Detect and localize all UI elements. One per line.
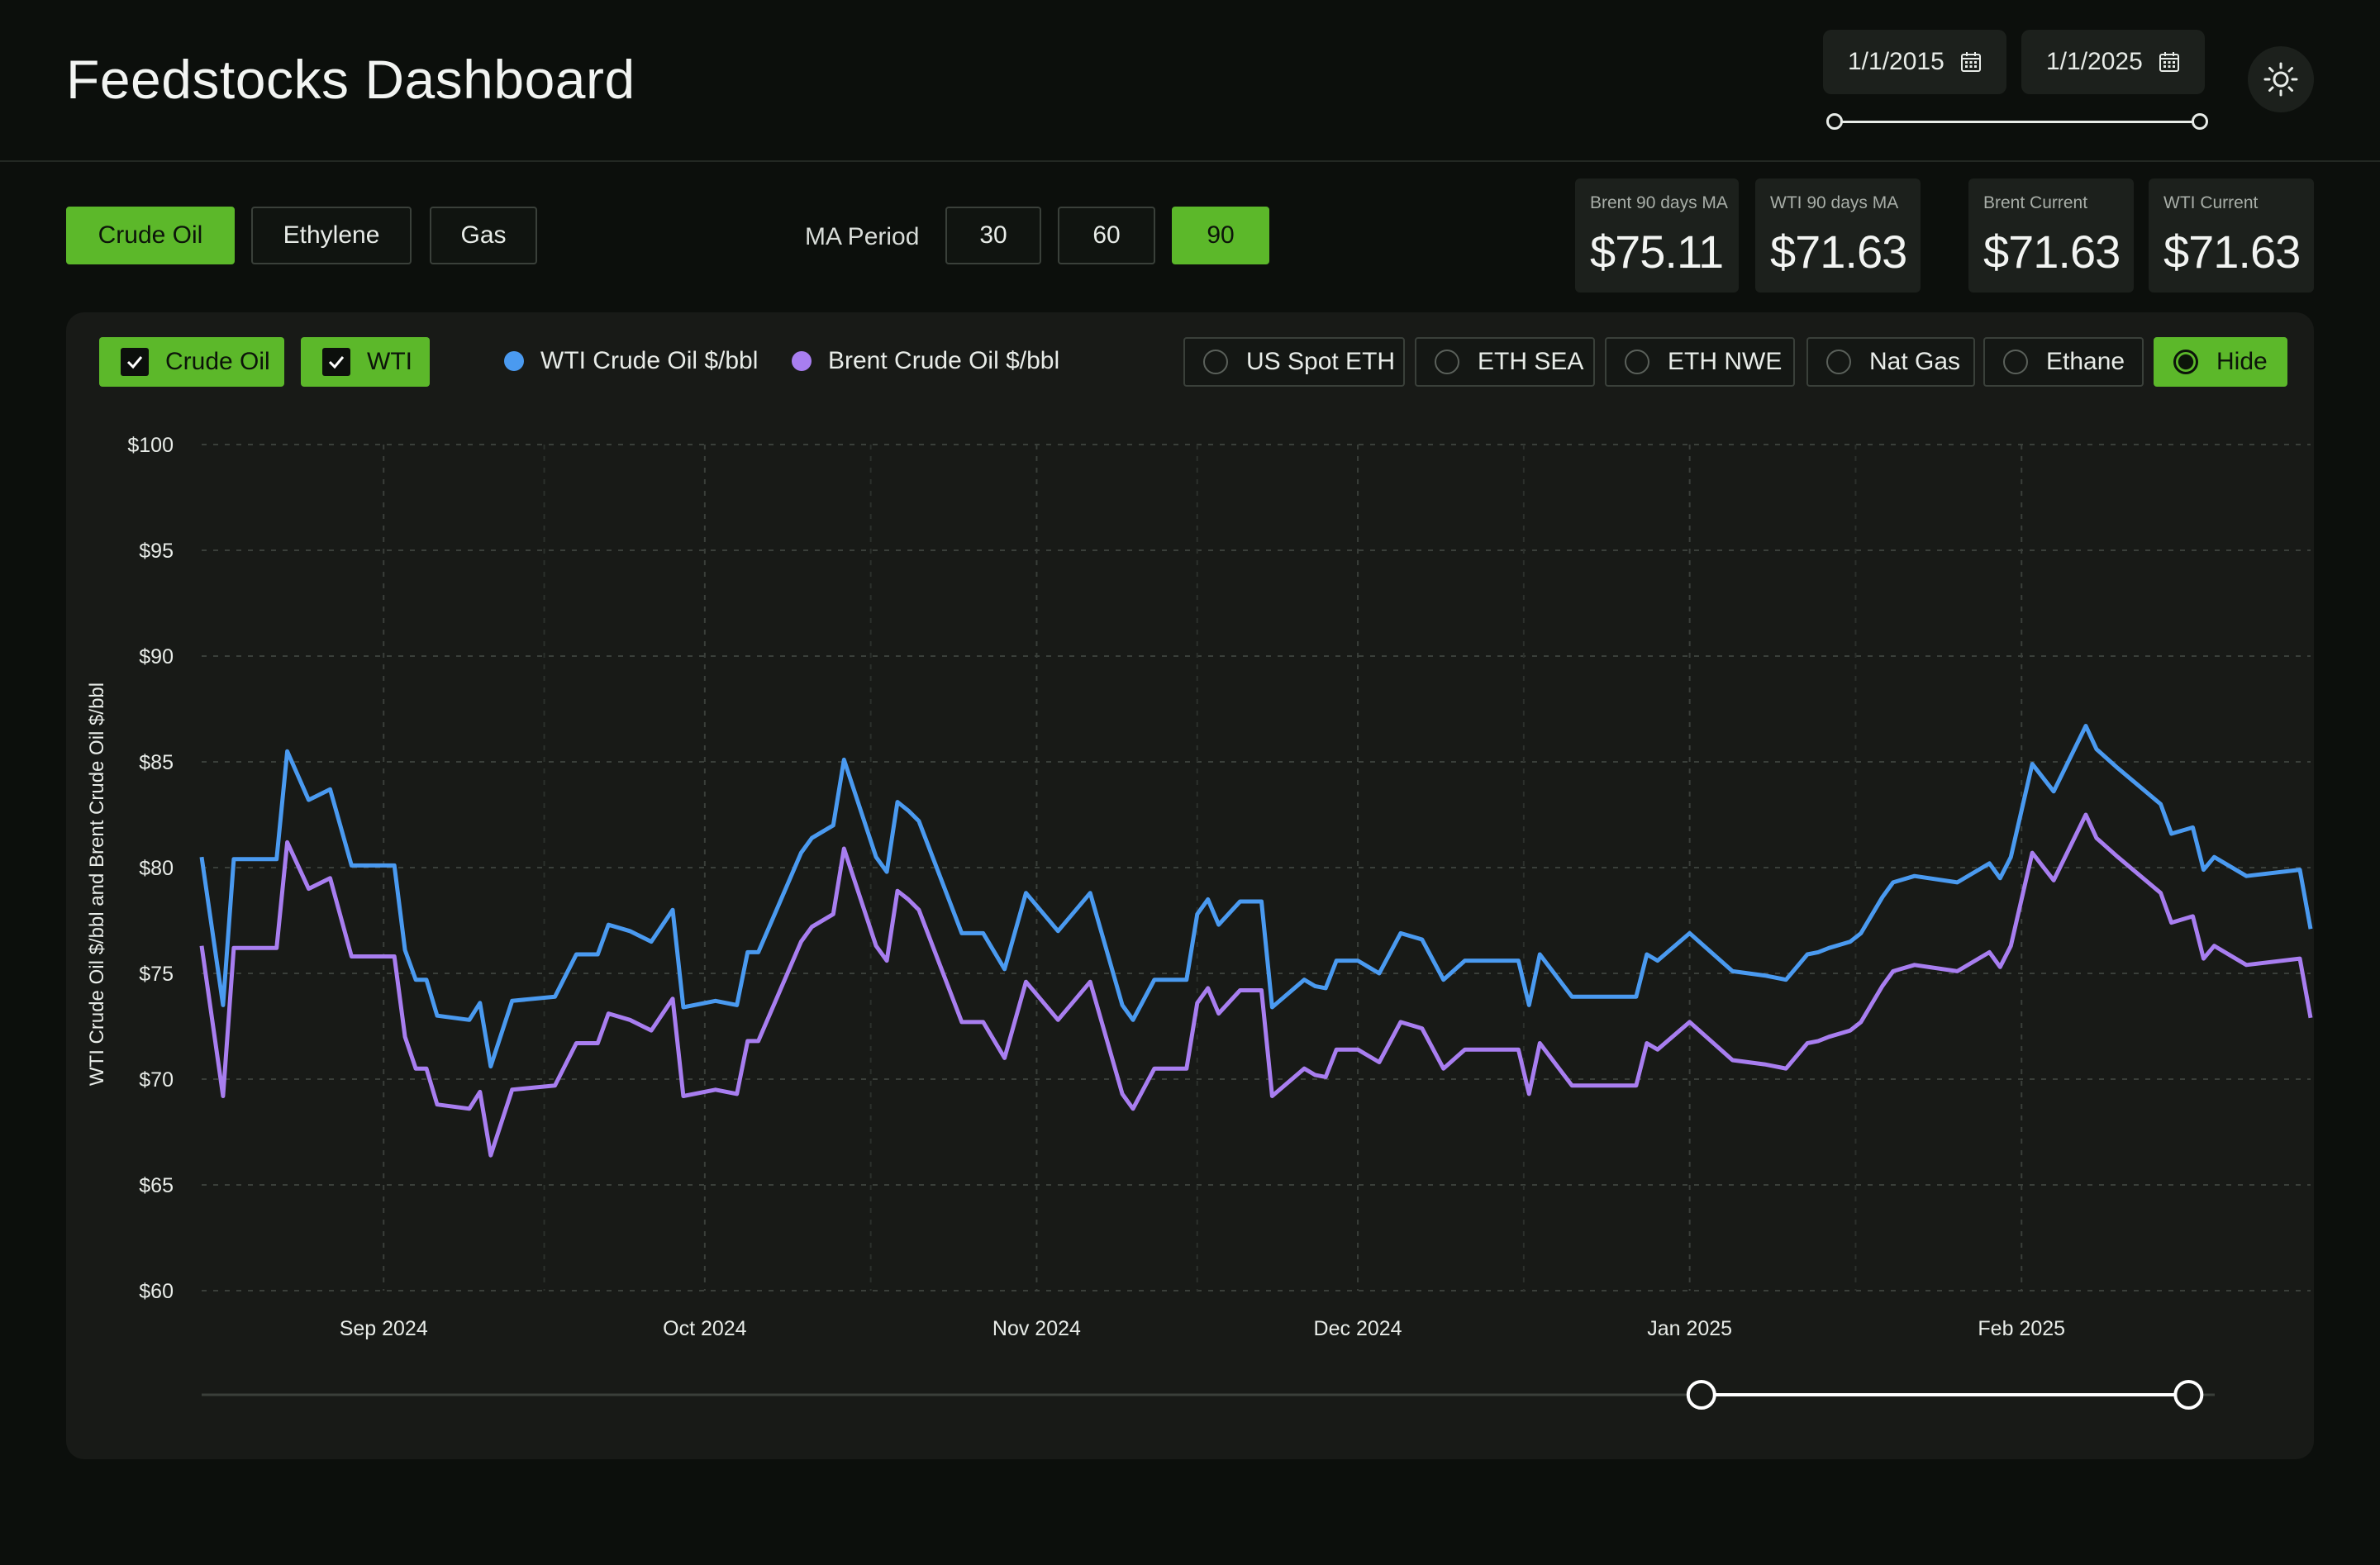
radio-label: ETH SEA <box>1478 348 1584 375</box>
calendar-icon <box>2159 51 2180 73</box>
page-title: Feedstocks Dashboard <box>66 49 635 110</box>
sun-icon <box>2263 62 2298 97</box>
radio-eth-sea[interactable]: ETH SEA <box>1415 337 1595 387</box>
stat-label: WTI Current <box>2163 193 2259 212</box>
y-tick-label: $60 <box>139 1280 174 1303</box>
stat-value: $75.11 <box>1590 226 1724 278</box>
radio-label: Ethane <box>2046 348 2125 375</box>
radio-circle-icon <box>1435 350 1459 374</box>
stat-card-wti-ma: WTI 90 days MA $71.63 <box>1755 178 1921 293</box>
radio-circle-icon <box>1625 350 1649 374</box>
stat-value: $71.63 <box>1983 226 2121 278</box>
crude-oil-checkbox[interactable]: Crude Oil <box>99 337 284 387</box>
legend-dot-icon <box>504 351 524 371</box>
checkmark-icon <box>121 348 149 376</box>
stat-label: WTI 90 days MA <box>1770 193 1899 212</box>
tab-crude-oil[interactable]: Crude Oil <box>66 207 235 264</box>
x-tick-label: Dec 2024 <box>1314 1317 1402 1340</box>
radio-circle-icon <box>1203 350 1228 374</box>
radio-label: Nat Gas <box>1869 348 1961 375</box>
stat-card-wti-current: WTI Current $71.63 <box>2149 178 2314 293</box>
wti-checkbox[interactable]: WTI <box>301 337 430 387</box>
y-tick-label: $100 <box>127 434 174 457</box>
start-date-value: 1/1/2015 <box>1848 48 1944 75</box>
ma-period-label: MA Period <box>805 223 920 250</box>
x-tick-label: Sep 2024 <box>340 1317 428 1340</box>
zoom-start-handle[interactable] <box>1686 1380 1716 1410</box>
y-tick-label: $95 <box>139 540 174 563</box>
radio-label: ETH NWE <box>1668 348 1783 375</box>
theme-toggle-button[interactable] <box>2248 46 2314 112</box>
radio-label: US Spot ETH <box>1246 348 1396 375</box>
radio-nat-gas[interactable]: Nat Gas <box>1806 337 1975 387</box>
checkbox-label: WTI <box>367 348 412 375</box>
wti-series-line <box>199 724 2313 1069</box>
y-tick-label: $85 <box>139 751 174 774</box>
ma-period-60-button[interactable]: 60 <box>1058 207 1155 264</box>
y-tick-label: $90 <box>139 645 174 668</box>
zoom-end-handle[interactable] <box>2173 1380 2204 1410</box>
date-range-end-handle[interactable] <box>2192 113 2208 130</box>
calendar-icon <box>1960 51 1982 73</box>
header: Feedstocks Dashboard 1/1/2015 1/1/2025 <box>0 0 2380 162</box>
checkmark-icon <box>322 348 350 376</box>
legend-dot-icon <box>792 351 812 371</box>
radio-hide[interactable]: Hide <box>2154 337 2287 387</box>
stat-value: $71.63 <box>2163 226 2301 278</box>
radio-us-spot-eth[interactable]: US Spot ETH <box>1183 337 1405 387</box>
legend-item-brent: Brent Crude Oil $/bbl <box>792 347 1059 375</box>
end-date-value: 1/1/2025 <box>2046 48 2143 75</box>
chart-panel <box>66 312 2314 1459</box>
end-date-picker[interactable]: 1/1/2025 <box>2021 30 2205 94</box>
y-tick-label: $65 <box>139 1174 174 1197</box>
date-range-start-handle[interactable] <box>1826 113 1843 130</box>
stat-value: $71.63 <box>1770 226 1907 278</box>
x-tick-label: Oct 2024 <box>663 1317 747 1340</box>
stat-label: Brent Current <box>1983 193 2088 212</box>
stat-label: Brent 90 days MA <box>1590 193 1728 212</box>
legend-label: WTI Crude Oil $/bbl <box>540 347 759 374</box>
stat-card-brent-current: Brent Current $71.63 <box>1968 178 2134 293</box>
legend-item-wti: WTI Crude Oil $/bbl <box>504 347 758 375</box>
start-date-picker[interactable]: 1/1/2015 <box>1823 30 2006 94</box>
date-range-slider[interactable] <box>1826 113 2208 130</box>
radio-circle-icon <box>1826 350 1851 374</box>
y-tick-label: $80 <box>139 857 174 880</box>
x-tick-label: Feb 2025 <box>1978 1317 2065 1340</box>
y-tick-label: $75 <box>139 963 174 986</box>
tab-gas[interactable]: Gas <box>430 207 537 264</box>
radio-eth-nwe[interactable]: ETH NWE <box>1605 337 1795 387</box>
ma-period-90-button[interactable]: 90 <box>1172 207 1269 264</box>
brent-series-line <box>199 812 2313 1158</box>
radio-ethane[interactable]: Ethane <box>1983 337 2144 387</box>
checkbox-label: Crude Oil <box>165 348 270 375</box>
ma-period-30-button[interactable]: 30 <box>945 207 1041 264</box>
x-tick-label: Nov 2024 <box>992 1317 1081 1340</box>
x-tick-label: Jan 2025 <box>1647 1317 1732 1340</box>
y-tick-label: $70 <box>139 1068 174 1092</box>
radio-label: Hide <box>2216 348 2268 375</box>
radio-circle-icon <box>2003 350 2028 374</box>
stat-card-brent-ma: Brent 90 days MA $75.11 <box>1575 178 1739 293</box>
legend-label: Brent Crude Oil $/bbl <box>828 347 1060 374</box>
tab-ethylene[interactable]: Ethylene <box>251 207 412 264</box>
radio-circle-icon <box>2173 350 2198 374</box>
